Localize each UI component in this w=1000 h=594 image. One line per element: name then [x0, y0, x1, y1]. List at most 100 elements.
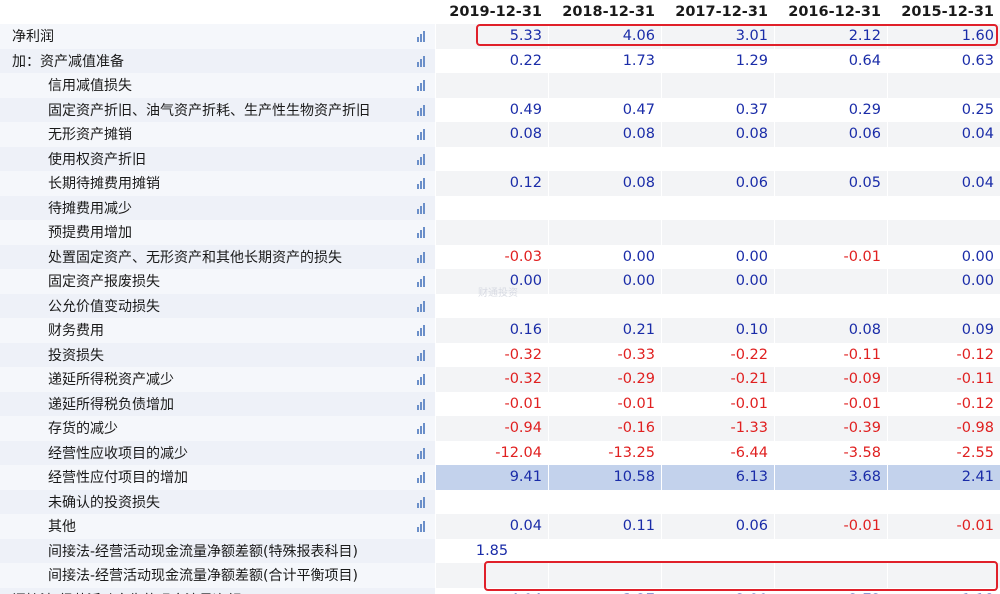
- table-row[interactable]: 使用权资产折旧: [0, 146, 1000, 171]
- row-label: 存货的减少: [48, 421, 118, 438]
- bar-chart-icon[interactable]: [417, 447, 429, 459]
- bar-chart-icon[interactable]: [417, 153, 429, 165]
- table-row[interactable]: 其他 0.04 0.11 0.06 -0.01 -0.01: [0, 514, 1000, 539]
- bar-chart-icon[interactable]: [417, 30, 429, 43]
- table-row[interactable]: 预提费用增加: [0, 220, 1000, 245]
- header-date-0[interactable]: 2019-12-31: [435, 0, 548, 24]
- value-cell: [774, 146, 887, 171]
- value-cell: 0.06: [774, 122, 887, 147]
- bar-chart-icon[interactable]: [417, 422, 429, 435]
- row-label-cell: 公允价值变动损失: [0, 293, 435, 318]
- value-cell: [548, 489, 661, 514]
- value-cell: [435, 220, 548, 245]
- bar-chart-icon[interactable]: [417, 79, 429, 92]
- bar-chart-icon[interactable]: [417, 300, 429, 312]
- value-cell: 0.22: [435, 48, 548, 73]
- value-cell: -0.01: [435, 391, 548, 416]
- bar-chart-icon[interactable]: [417, 55, 429, 67]
- table-row[interactable]: 经营性应付项目的增加 9.41 10.58 6.13 3.68 2.41: [0, 465, 1000, 490]
- value-cell: [661, 195, 774, 220]
- bar-chart-icon[interactable]: [417, 275, 429, 288]
- header-date-3[interactable]: 2016-12-31: [774, 0, 887, 24]
- value-cell: [887, 195, 1000, 220]
- header-label-cell: [0, 0, 435, 24]
- table-row[interactable]: 加：资产减值准备 0.22 1.73 1.29 0.64 0.63: [0, 48, 1000, 73]
- value-cell: 0.64: [774, 48, 887, 73]
- value-cell: 0.08: [548, 122, 661, 147]
- table-row[interactable]: 未确认的投资损失: [0, 489, 1000, 514]
- value-cell: [548, 146, 661, 171]
- value-cell: 0.04: [887, 171, 1000, 196]
- row-label: 加：资产减值准备: [12, 53, 124, 70]
- value-cell: -13.25: [548, 440, 661, 465]
- value-cell: [887, 73, 1000, 98]
- bar-chart-icon[interactable]: [417, 398, 429, 410]
- table-row[interactable]: 固定资产报废损失 0.00 0.00 0.00 0.00: [0, 269, 1000, 294]
- value-cell: -0.32: [435, 367, 548, 392]
- header-date-4[interactable]: 2015-12-31: [887, 0, 1000, 24]
- row-label-cell: 间接法-经营活动产生的现金流量净额: [0, 587, 435, 594]
- value-cell: 0.08: [774, 318, 887, 343]
- table-row[interactable]: 间接法-经营活动现金流量净额差额(特殊报表科目) 1.85: [0, 538, 1000, 563]
- value-cell: [774, 538, 887, 563]
- table-row[interactable]: 间接法-经营活动现金流量净额差额(合计平衡项目): [0, 563, 1000, 588]
- header-date-1[interactable]: 2018-12-31: [548, 0, 661, 24]
- value-cell: [435, 195, 548, 220]
- bar-chart-icon[interactable]: [417, 177, 429, 190]
- table-row[interactable]: 公允价值变动损失: [0, 293, 1000, 318]
- table-row[interactable]: 经营性应收项目的减少 -12.04 -13.25 -6.44 -3.58 -2.55: [0, 440, 1000, 465]
- bar-chart-icon[interactable]: [417, 373, 429, 386]
- table-row[interactable]: 存货的减少 -0.94 -0.16 -1.33 -0.39 -0.98: [0, 416, 1000, 441]
- value-cell: 6.13: [661, 465, 774, 490]
- value-cell: 4.04: [435, 587, 548, 594]
- value-cell: 0.12: [435, 171, 548, 196]
- value-cell: [548, 195, 661, 220]
- value-cell: 0.49: [435, 97, 548, 122]
- row-label: 间接法-经营活动现金流量净额差额(合计平衡项目): [48, 568, 358, 585]
- value-cell: [887, 538, 1000, 563]
- bar-chart-icon[interactable]: [417, 349, 429, 361]
- value-cell: 0.08: [548, 171, 661, 196]
- header-date-2[interactable]: 2017-12-31: [661, 0, 774, 24]
- row-label-cell: 递延所得税负债增加: [0, 391, 435, 416]
- table-row[interactable]: 净利润 5.33 4.06 3.01 2.12 1.60: [0, 24, 1000, 49]
- bar-chart-icon[interactable]: [417, 251, 429, 263]
- value-cell: 0.09: [887, 318, 1000, 343]
- bar-chart-icon[interactable]: [417, 128, 429, 141]
- row-label: 固定资产折旧、油气资产折耗、生产性生物资产折旧: [48, 102, 370, 119]
- value-cell: 0.21: [548, 318, 661, 343]
- value-cell: [548, 73, 661, 98]
- row-label-cell: 固定资产报废损失: [0, 269, 435, 294]
- bar-chart-icon[interactable]: [417, 202, 429, 214]
- table-row[interactable]: 间接法-经营活动产生的现金流量净额 4.043.272.902.721.18: [0, 587, 1000, 594]
- bar-chart-icon[interactable]: [417, 104, 429, 116]
- value-cell: [887, 563, 1000, 588]
- value-cell: 0.00: [548, 244, 661, 269]
- bar-chart-icon[interactable]: [417, 496, 429, 508]
- watermark: 财通投资: [478, 288, 518, 299]
- value-cell: 1.85: [435, 538, 548, 563]
- bar-chart-icon[interactable]: [417, 324, 429, 337]
- row-label: 间接法-经营活动现金流量净额差额(特殊报表科目): [48, 543, 358, 560]
- value-cell: 3.27: [548, 587, 661, 594]
- table-row[interactable]: 长期待摊费用摊销 0.12 0.08 0.06 0.05 0.04: [0, 171, 1000, 196]
- value-cell: 1.29: [661, 48, 774, 73]
- value-cell: -0.22: [661, 342, 774, 367]
- table-row[interactable]: 无形资产摊销 0.08 0.08 0.08 0.06 0.04: [0, 122, 1000, 147]
- value-cell: -0.01: [548, 391, 661, 416]
- row-label-cell: 经营性应收项目的减少: [0, 440, 435, 465]
- table-row[interactable]: 财务费用 0.16 0.21 0.10 0.08 0.09: [0, 318, 1000, 343]
- value-cell: [774, 220, 887, 245]
- table-row[interactable]: 信用减值损失: [0, 73, 1000, 98]
- bar-chart-icon[interactable]: [417, 226, 429, 239]
- value-cell: -0.01: [774, 244, 887, 269]
- table-row[interactable]: 待摊费用减少: [0, 195, 1000, 220]
- table-row[interactable]: 递延所得税负债增加 -0.01 -0.01 -0.01 -0.01 -0.12: [0, 391, 1000, 416]
- bar-chart-icon[interactable]: [417, 520, 429, 533]
- table-row[interactable]: 固定资产折旧、油气资产折耗、生产性生物资产折旧 0.49 0.47 0.37 0.29 0…: [0, 97, 1000, 122]
- value-cell: -3.58: [774, 440, 887, 465]
- table-row[interactable]: 递延所得税资产减少 -0.32 -0.29 -0.21 -0.09 -0.11: [0, 367, 1000, 392]
- bar-chart-icon[interactable]: [417, 471, 429, 484]
- table-row[interactable]: 处置固定资产、无形资产和其他长期资产的损失 -0.03 0.00 0.00 -0.01 0…: [0, 244, 1000, 269]
- table-row[interactable]: 投资损失 -0.32 -0.33 -0.22 -0.11 -0.12: [0, 342, 1000, 367]
